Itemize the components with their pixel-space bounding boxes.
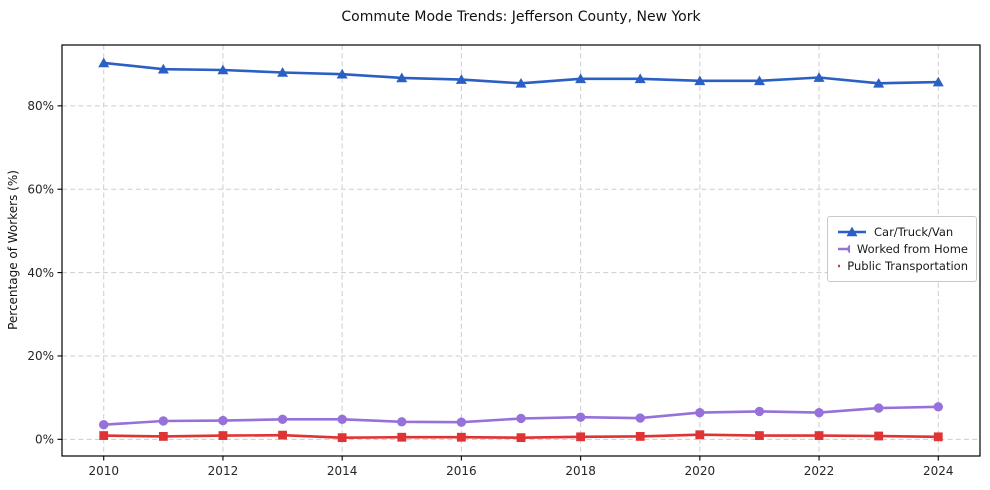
legend-item-public-transportation: Public Transportation <box>837 258 968 275</box>
marker-triangle <box>455 74 467 84</box>
marker-triangle <box>396 72 408 83</box>
marker-square <box>278 430 287 440</box>
legend-label: Worked from Home <box>856 241 968 256</box>
marker-square <box>933 432 943 442</box>
marker-circle <box>754 406 765 417</box>
marker-square <box>874 431 884 441</box>
marker-circle <box>277 414 288 425</box>
chart-title: Commute Mode Trends: Jefferson County, N… <box>341 9 701 25</box>
series-layer <box>98 57 944 443</box>
marker-circle <box>99 420 109 430</box>
marker-triangle <box>336 68 348 79</box>
marker-triangle <box>813 72 825 82</box>
marker-square <box>397 432 407 442</box>
marker-triangle <box>217 64 229 75</box>
series-worked-from-home <box>99 402 943 430</box>
legend-marker-glyph <box>847 244 850 254</box>
y-tick-label: 80% <box>27 99 54 113</box>
legend-label: Car/Truck/Van <box>874 224 954 239</box>
marker-triangle <box>515 77 527 88</box>
marker-square <box>695 430 705 440</box>
x-tick-label: 2014 <box>327 464 358 478</box>
marker-square <box>337 433 347 443</box>
y-axis-label: Percentage of Workers (%) <box>6 170 20 330</box>
y-tick-label: 0% <box>35 433 54 447</box>
marker-triangle <box>575 73 587 84</box>
y-tick-label: 20% <box>27 349 54 363</box>
marker-circle <box>814 407 824 418</box>
x-tick-label: 2012 <box>208 464 239 478</box>
marker-triangle <box>753 75 765 86</box>
legend-item-car-truck-van: Car/Truck/Van <box>837 223 968 240</box>
series-car-truck-van <box>98 57 944 88</box>
legend: Car/Truck/Van Worked from Home Public Tran… <box>827 216 977 282</box>
x-tick-label: 2010 <box>88 464 119 478</box>
marker-square <box>456 432 466 442</box>
x-tick-label: 2024 <box>923 464 954 478</box>
x-tick-label: 2018 <box>565 464 596 478</box>
legend-item-worked-from-home: Worked from Home <box>837 240 968 257</box>
marker-square <box>635 432 645 441</box>
marker-circle <box>158 416 169 426</box>
marker-circle <box>218 415 228 426</box>
marker-circle <box>456 417 467 427</box>
marker-square <box>99 431 109 440</box>
legend-marker-glyph <box>846 226 858 236</box>
legend-marker-square <box>838 265 841 268</box>
marker-circle <box>575 412 586 422</box>
marker-circle <box>635 413 645 423</box>
marker-triangle <box>157 63 169 74</box>
marker-square <box>814 431 824 440</box>
marker-circle <box>695 407 705 418</box>
marker-circle <box>516 413 526 424</box>
marker-square <box>755 431 764 440</box>
legend-marker-triangle <box>838 226 866 236</box>
y-tick-label: 60% <box>27 182 54 196</box>
marker-square <box>158 432 168 441</box>
marker-circle <box>337 414 347 425</box>
marker-circle <box>873 403 884 413</box>
x-tick-label: 2016 <box>446 464 477 478</box>
marker-square <box>576 432 586 442</box>
x-tick-label: 2020 <box>685 464 716 478</box>
axes-layer: 0% 20% 40% 60% 80% 2010 2012 2014 2016 2018 2020 20… <box>27 44 981 478</box>
marker-triangle <box>873 77 885 88</box>
marker-triangle <box>634 73 646 84</box>
x-tick-label: 2022 <box>804 464 835 478</box>
y-tick-label: 40% <box>27 266 54 280</box>
marker-triangle <box>98 57 110 68</box>
legend-label: Public Transportation <box>847 259 968 274</box>
marker-triangle <box>277 67 289 77</box>
marker-circle <box>933 402 943 412</box>
legend-marker-circle <box>838 244 850 254</box>
marker-square <box>218 431 228 440</box>
marker-triangle <box>932 76 944 87</box>
marker-circle <box>397 417 407 427</box>
series-public-transportation <box>99 430 943 443</box>
axes-frame <box>61 44 981 457</box>
marker-square <box>516 433 526 443</box>
marker-triangle <box>694 75 706 86</box>
